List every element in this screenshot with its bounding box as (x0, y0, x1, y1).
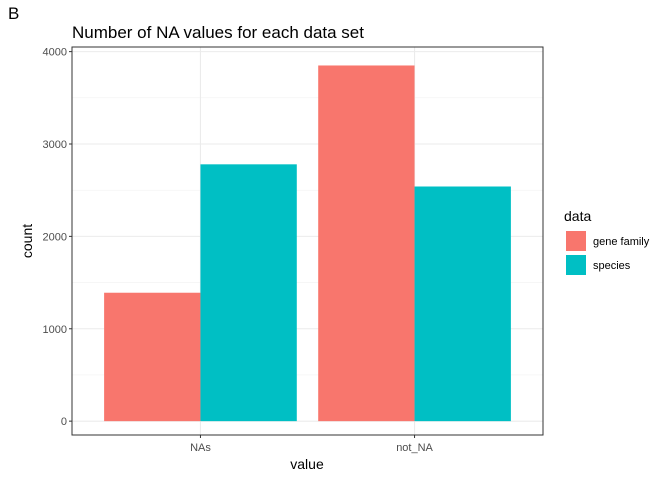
legend-key (566, 255, 586, 275)
legend-label: species (593, 260, 631, 272)
legend-label: gene family (593, 236, 650, 248)
y-tick-label: 3000 (43, 139, 67, 151)
bar (414, 186, 511, 422)
x-tick-label: not_NA (396, 442, 433, 454)
legend-title: data (564, 208, 591, 224)
y-tick-label: 2000 (43, 231, 67, 243)
y-tick-label: 4000 (43, 47, 67, 59)
y-tick-label: 0 (61, 416, 67, 428)
bar (200, 164, 297, 422)
y-axis: 0 1000 2000 3000 4000 (43, 47, 72, 428)
x-axis-label: value (290, 456, 324, 472)
y-tick-label: 1000 (43, 324, 67, 336)
bar (104, 292, 201, 422)
legend-key (566, 231, 586, 251)
x-tick-label: NAs (190, 442, 211, 454)
bars (104, 65, 511, 422)
panel-label: B (8, 4, 20, 23)
y-axis-label: count (19, 224, 35, 258)
chart-title: Number of NA values for each data set (72, 23, 364, 42)
bar (318, 65, 415, 422)
x-axis: NAs not_NA (190, 435, 434, 454)
legend: data gene family species (564, 208, 650, 275)
plot-border (71, 46, 544, 436)
